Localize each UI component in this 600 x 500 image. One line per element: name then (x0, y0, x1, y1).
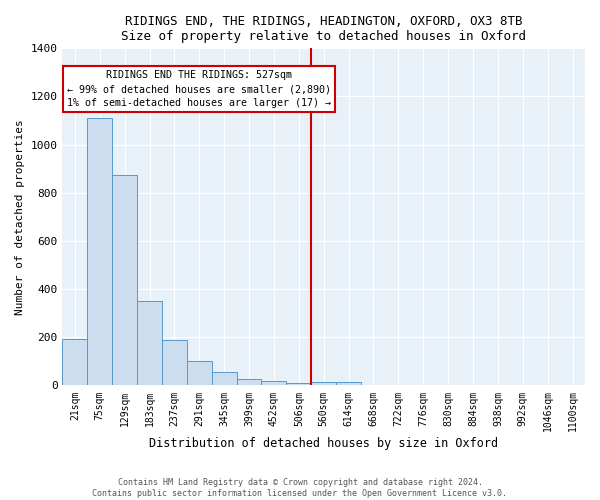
Bar (311, 382, 336, 386)
Bar (162, 340, 187, 386)
X-axis label: Distribution of detached houses by size in Oxford: Distribution of detached houses by size … (149, 437, 498, 450)
Bar (336, 382, 361, 386)
Bar (62, 338, 88, 386)
Bar (112, 175, 137, 386)
Bar (88, 118, 112, 386)
Bar (137, 301, 162, 386)
Bar (236, 380, 262, 386)
Title: RIDINGS END, THE RIDINGS, HEADINGTON, OXFORD, OX3 8TB
Size of property relative : RIDINGS END, THE RIDINGS, HEADINGTON, OX… (121, 15, 526, 43)
Text: RIDINGS END THE RIDINGS: 527sqm
← 99% of detached houses are smaller (2,890)
1% : RIDINGS END THE RIDINGS: 527sqm ← 99% of… (67, 70, 331, 108)
Text: Contains HM Land Registry data © Crown copyright and database right 2024.
Contai: Contains HM Land Registry data © Crown c… (92, 478, 508, 498)
Bar (212, 372, 236, 386)
Bar (262, 381, 286, 386)
Bar (286, 382, 311, 386)
Y-axis label: Number of detached properties: Number of detached properties (15, 119, 25, 315)
Bar (187, 362, 212, 386)
